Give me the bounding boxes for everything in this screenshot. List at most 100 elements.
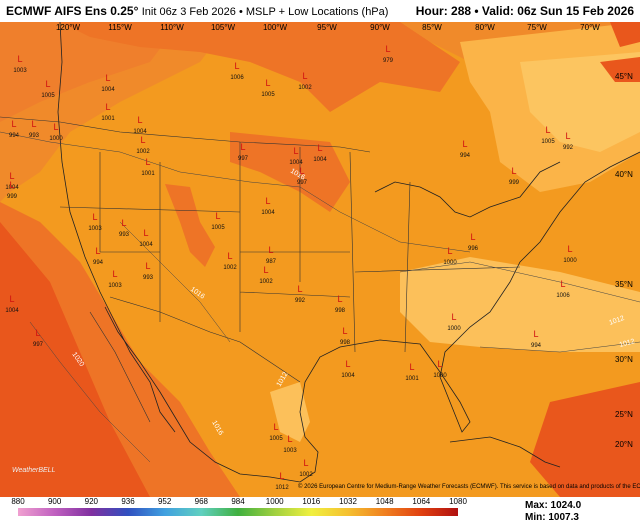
pressure-field bbox=[400, 257, 640, 352]
low-pressure: 997 bbox=[297, 180, 308, 186]
low-pressure: 1004 bbox=[289, 160, 303, 166]
low-marker: L 1005 bbox=[41, 79, 55, 99]
pressure-field bbox=[530, 382, 640, 497]
low-pressure: 1005 bbox=[211, 225, 225, 231]
low-pressure: 993 bbox=[29, 133, 40, 139]
isobar bbox=[119, 221, 231, 343]
low-pressure: 998 bbox=[335, 308, 346, 314]
low-pressure: 1003 bbox=[283, 448, 297, 454]
colorbar-tick: 1064 bbox=[412, 497, 431, 506]
low-pressure: 1002 bbox=[136, 149, 150, 155]
low-symbol: L bbox=[215, 211, 220, 221]
lon-label: 115°W bbox=[108, 23, 132, 32]
low-marker: L 1003 bbox=[88, 212, 102, 232]
low-marker: L 1001 bbox=[405, 362, 419, 382]
low-marker: L 1001 bbox=[101, 102, 115, 122]
lat-label: 40°N bbox=[615, 170, 633, 179]
isobar bbox=[399, 261, 640, 353]
low-pressure: 1001 bbox=[101, 116, 115, 122]
lon-label: 75°W bbox=[527, 23, 547, 32]
low-marker: L 1002 bbox=[298, 71, 312, 91]
lat-label: 35°N bbox=[615, 280, 633, 289]
coastline bbox=[374, 161, 561, 218]
low-symbol: L bbox=[470, 232, 475, 242]
low-symbol: L bbox=[45, 79, 50, 89]
low-pressure: 1005 bbox=[261, 92, 275, 98]
low-marker: L 1000 bbox=[443, 246, 457, 266]
low-symbol: L bbox=[112, 269, 117, 279]
low-marker: L 1005 bbox=[211, 211, 225, 231]
low-marker: L 997 bbox=[297, 166, 308, 186]
low-symbol: L bbox=[342, 326, 347, 336]
lat-label: 20°N bbox=[615, 440, 633, 449]
low-pressure: 1000 bbox=[49, 136, 63, 142]
colorbar-tick: 1080 bbox=[449, 497, 467, 506]
low-symbol: L bbox=[9, 294, 14, 304]
map-title: ECMWF AIFS Ens 0.25° bbox=[6, 4, 139, 18]
coastlines bbox=[57, 22, 640, 483]
pressure-field bbox=[165, 184, 215, 267]
low-symbol: L bbox=[303, 458, 308, 468]
pressure-field bbox=[600, 22, 640, 82]
lat-label: 30°N bbox=[615, 355, 633, 364]
low-pressure: 1002 bbox=[259, 279, 273, 285]
low-symbol: L bbox=[279, 471, 284, 481]
low-symbol: L bbox=[95, 246, 100, 256]
logo: WeatherBELL bbox=[12, 467, 56, 474]
low-marker: L 1002 bbox=[299, 458, 313, 478]
low-symbol: L bbox=[437, 359, 442, 369]
low-pressure: 1004 bbox=[5, 308, 19, 314]
colorbar-tick: 968 bbox=[194, 497, 208, 506]
borders bbox=[0, 116, 521, 423]
low-pressure: 1000 bbox=[563, 258, 577, 264]
lon-label: 70°W bbox=[580, 23, 600, 32]
border bbox=[0, 116, 371, 153]
low-marker: L 987 bbox=[266, 245, 277, 265]
low-pressure: 1005 bbox=[41, 93, 55, 99]
low-symbol: L bbox=[265, 78, 270, 88]
low-pressure: 1006 bbox=[556, 293, 570, 299]
lat-label: 25°N bbox=[615, 410, 633, 419]
low-marker: L 1002 bbox=[223, 251, 237, 271]
low-symbol: L bbox=[9, 171, 14, 181]
credit: © 2026 European Centre for Medium-Range … bbox=[298, 483, 640, 490]
low-pressure: 1003 bbox=[108, 283, 122, 289]
low-symbol: L bbox=[533, 329, 538, 339]
low-pressure: 1005 bbox=[541, 139, 555, 145]
low-symbol: L bbox=[31, 119, 36, 129]
low-symbol: L bbox=[227, 251, 232, 261]
low-marker: L 994 bbox=[9, 119, 20, 139]
low-pressure: 998 bbox=[340, 340, 351, 346]
low-symbol: L bbox=[462, 139, 467, 149]
low-marker: L 996 bbox=[468, 232, 479, 252]
low-symbol: L bbox=[53, 122, 58, 132]
low-symbol: L bbox=[409, 362, 414, 372]
low-marker: L 1012 bbox=[275, 471, 289, 491]
low-symbol: L bbox=[234, 61, 239, 71]
pressure-field bbox=[0, 22, 640, 202]
low-pressure: 1000 bbox=[443, 260, 457, 266]
low-symbol: L bbox=[140, 135, 145, 145]
isobar-label: 1012 bbox=[608, 315, 625, 327]
header-left: ECMWF AIFS Ens 0.25° Init 06z 3 Feb 2026… bbox=[6, 0, 388, 22]
low-marker: L 1003 bbox=[13, 54, 27, 74]
low-marker: L 993 bbox=[29, 119, 40, 139]
low-symbol: L bbox=[565, 131, 570, 141]
low-pressure: 1006 bbox=[230, 75, 244, 81]
low-symbol: L bbox=[268, 245, 273, 255]
low-pressure: 1003 bbox=[13, 68, 27, 74]
low-marker: L 1005 bbox=[269, 422, 283, 442]
low-marker: L 1003 bbox=[108, 269, 122, 289]
low-marker: L 1004 bbox=[5, 294, 19, 314]
low-symbol: L bbox=[240, 142, 245, 152]
low-marker: L 994 bbox=[531, 329, 542, 349]
low-symbol: L bbox=[137, 115, 142, 125]
low-symbol: L bbox=[299, 166, 304, 176]
min-text: Min: 1007.3 bbox=[525, 512, 579, 523]
low-pressure: 994 bbox=[93, 260, 104, 266]
low-symbol: L bbox=[143, 228, 148, 238]
